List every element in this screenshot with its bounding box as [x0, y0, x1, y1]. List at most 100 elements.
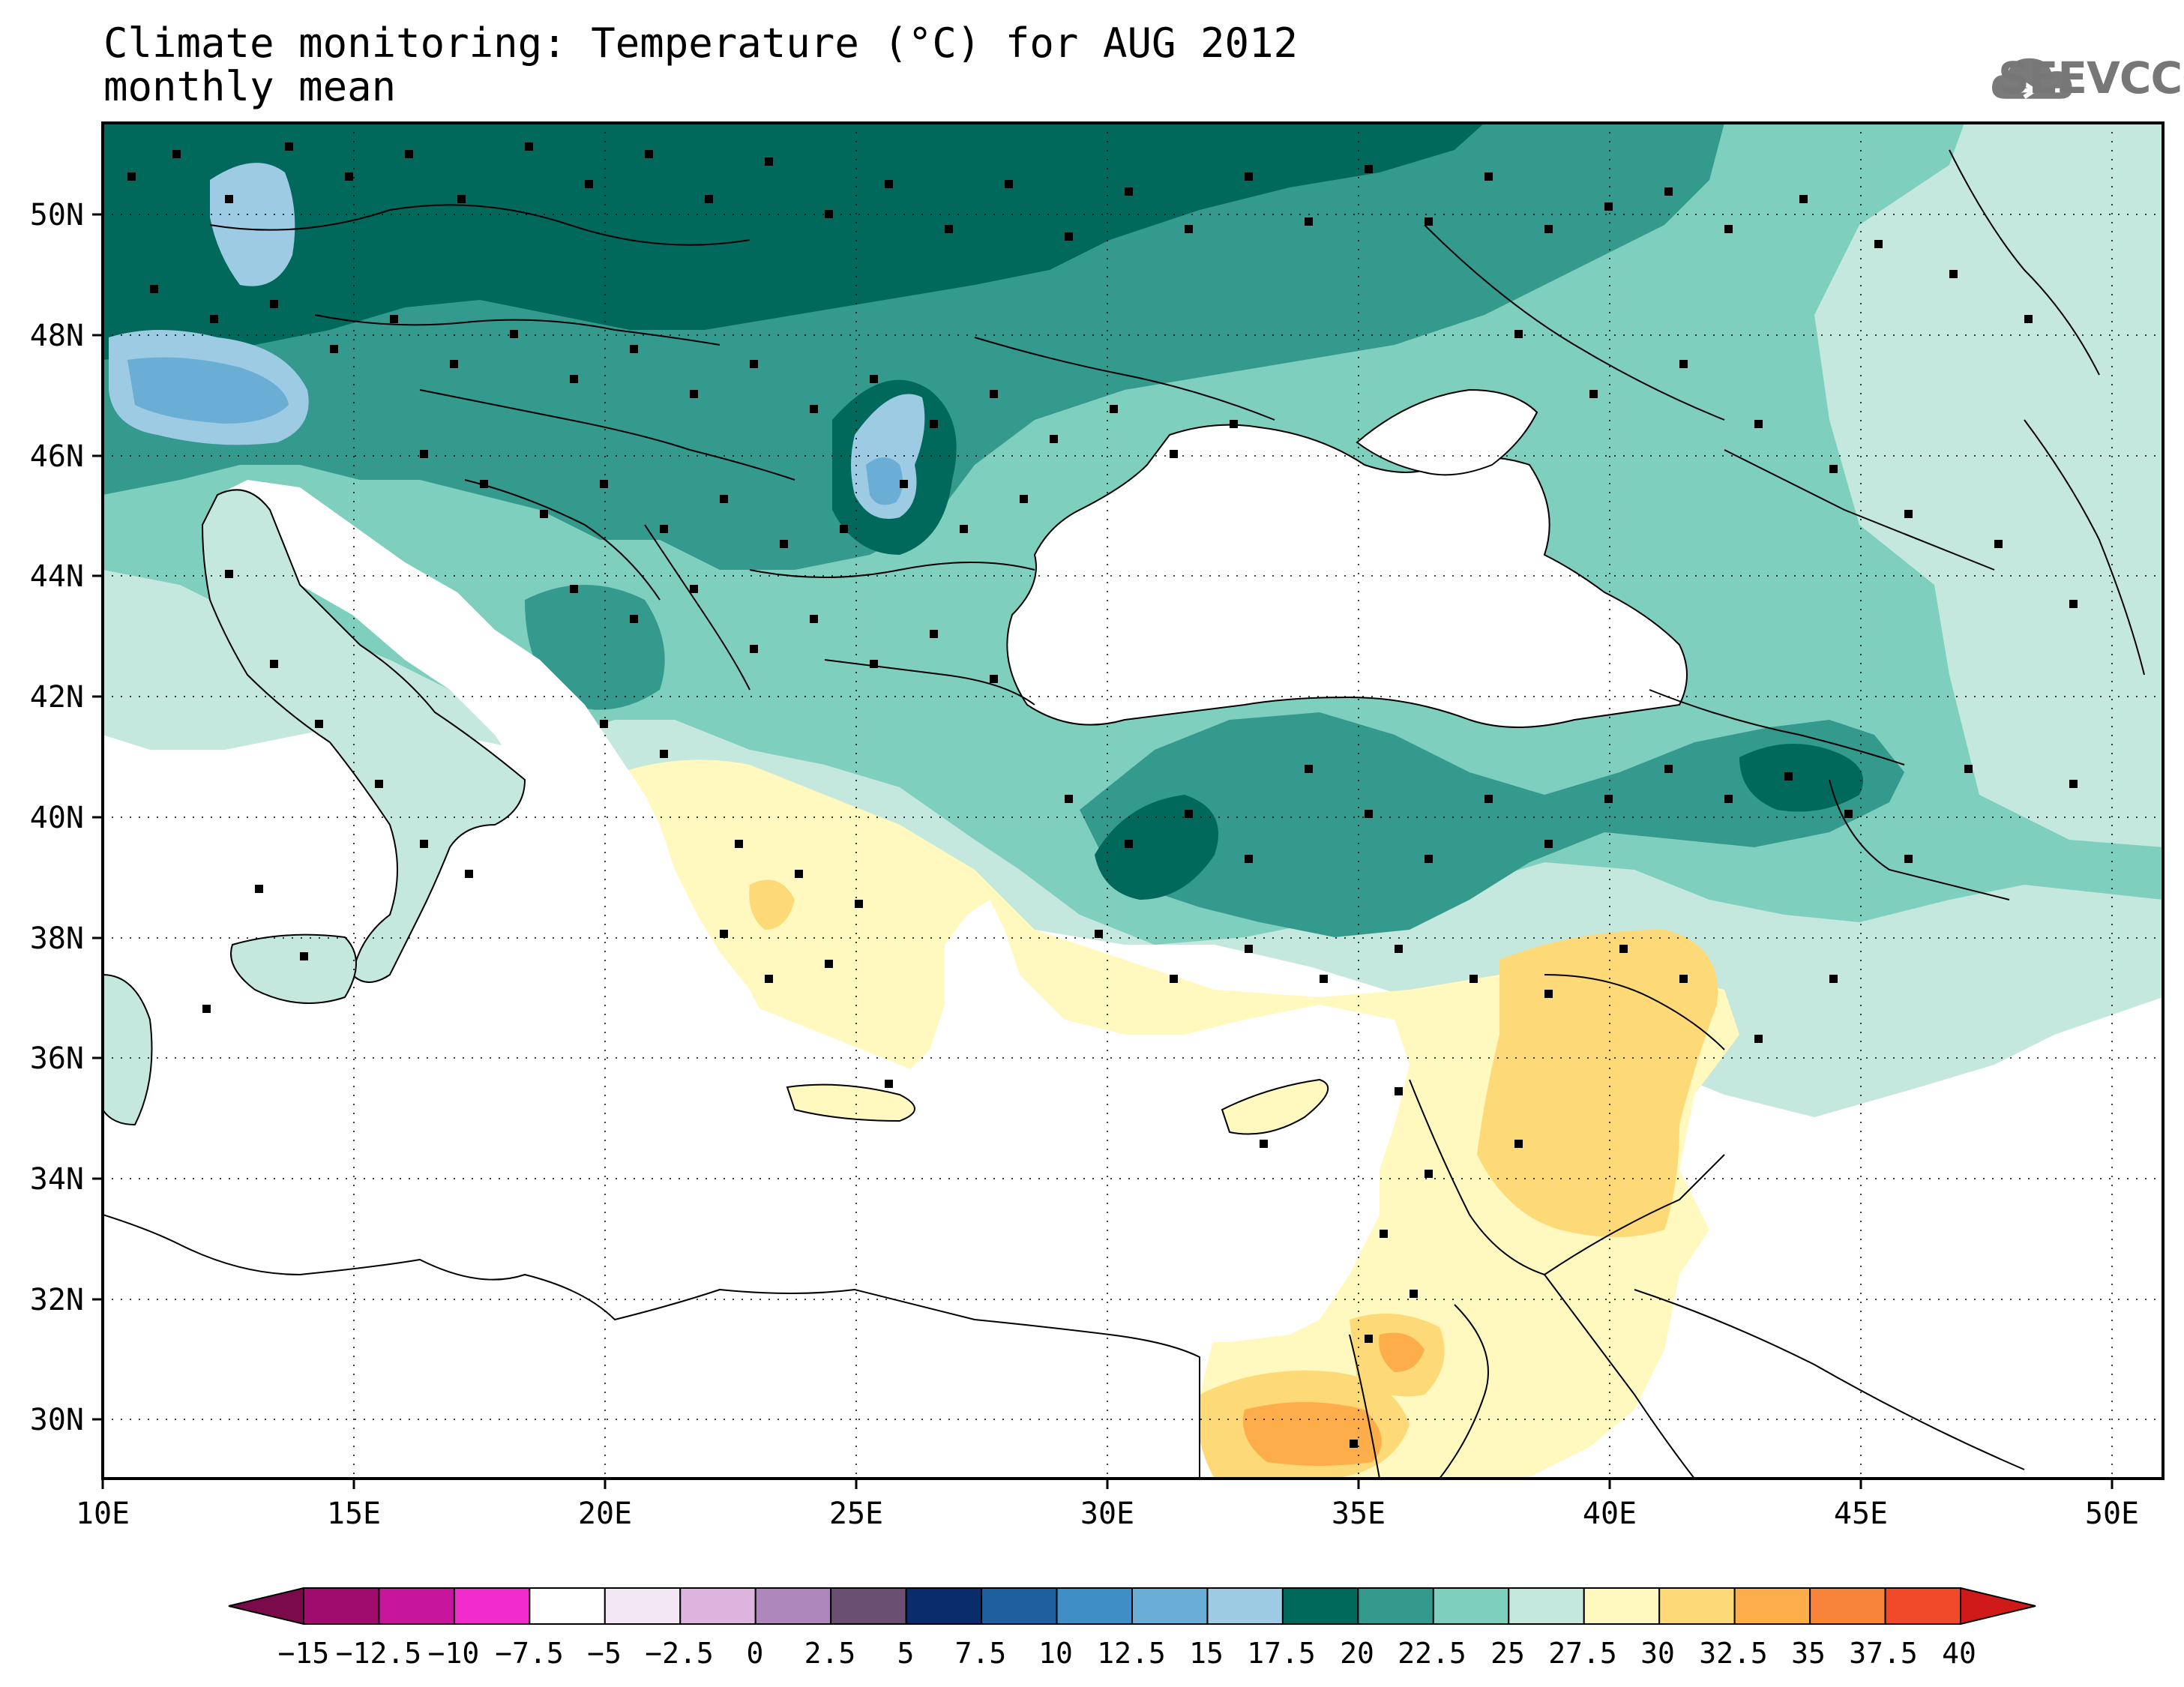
colorbar-swatch [529, 1587, 606, 1625]
y-tick-label: 50N [30, 198, 84, 232]
y-tick-label: 30N [30, 1403, 84, 1437]
contour-15-carpathians [866, 457, 903, 505]
colorbar-label: 35 [1791, 1637, 1826, 1670]
crete-land [786, 1083, 915, 1122]
cloud-icon [1992, 58, 2072, 99]
colorbar-swatch [453, 1587, 531, 1625]
colorbar-swatch [1658, 1587, 1736, 1625]
colorbar-swatch [1357, 1587, 1434, 1625]
colorbar-label: 32.5 [1699, 1637, 1768, 1670]
contour-35-sinai [1243, 1402, 1382, 1466]
colorbar-label: 27.5 [1548, 1637, 1617, 1670]
colorbar-label: 12.5 [1097, 1637, 1166, 1670]
colorbar-label: 25 [1490, 1637, 1525, 1670]
y-tick-label: 48N [30, 319, 84, 353]
x-tick-label: 10E [76, 1497, 130, 1531]
x-tick-label: 35E [1332, 1497, 1386, 1531]
colorbar-swatch [981, 1587, 1058, 1625]
contour-20-caucasus [1739, 744, 1863, 812]
x-tick-label: 25E [829, 1497, 883, 1531]
colorbar-arrow-low [228, 1587, 304, 1626]
colorbar-swatch [1432, 1587, 1510, 1625]
y-tick-label: 42N [30, 680, 84, 715]
colorbar-swatch [1281, 1587, 1359, 1625]
axis-ticks [92, 213, 2114, 1489]
north-africa-land [103, 1213, 1200, 1479]
map-panel [103, 123, 2163, 1479]
contour-32-5-greece [749, 879, 795, 930]
colorbar-swatches [228, 1587, 2036, 1626]
x-tick-label: 30E [1080, 1497, 1134, 1531]
colorbar-label: −15 [278, 1637, 330, 1670]
cyprus-land [1221, 1078, 1329, 1135]
colorbar-label: −12.5 [336, 1637, 421, 1670]
colorbar-arrow-high [1960, 1587, 2036, 1626]
colorbar-label: −2.5 [645, 1637, 714, 1670]
colorbar-label: 40 [1942, 1637, 1976, 1670]
colorbar-label: 30 [1640, 1637, 1675, 1670]
colorbar-label: 10 [1038, 1637, 1073, 1670]
colorbar-label: 7.5 [955, 1637, 1007, 1670]
y-axis-labels: 30N 32N 34N 36N 38N 40N 42N 44N 46N 48N … [30, 198, 84, 1437]
y-tick-label: 32N [30, 1283, 84, 1317]
contour-15-alps [127, 357, 289, 424]
mediterranean-sea [103, 480, 1410, 1342]
map-title: Climate monitoring: Temperature (°C) for… [103, 19, 1299, 67]
sardinia-land [103, 973, 153, 1126]
italy-land [201, 489, 526, 983]
graticule [103, 123, 2163, 1479]
sicily-land [230, 933, 357, 1004]
y-tick-label: 44N [30, 559, 84, 594]
contour-35-jordan [1379, 1332, 1425, 1372]
colorbar-label: 2.5 [804, 1637, 856, 1670]
colorbar-label: 37.5 [1849, 1637, 1918, 1670]
colorbar-swatch [830, 1587, 907, 1625]
y-tick-label: 46N [30, 439, 84, 474]
colorbar-labels: −15 −12.5 −10 −7.5 −5 −2.5 0 2.5 5 7.5 1… [278, 1637, 1976, 1670]
station-markers [127, 142, 2078, 1448]
colorbar-swatch [1508, 1587, 1585, 1625]
colorbar-swatch [604, 1587, 682, 1625]
colorbar-swatch [754, 1587, 832, 1625]
map-subtitle: monthly mean [103, 63, 397, 110]
colorbar-label: −5 [587, 1637, 622, 1670]
contour-32-5-syria [1477, 930, 1718, 1237]
contour-17-5-czech [210, 163, 295, 286]
colorbar-label: 17.5 [1247, 1637, 1316, 1670]
contour-20-anatolia [1095, 795, 1218, 900]
colorbar-swatch [1884, 1587, 1961, 1625]
colorbar-swatch [1583, 1587, 1661, 1625]
y-tick-label: 34N [30, 1162, 84, 1197]
colorbar-label: −7.5 [495, 1637, 564, 1670]
x-tick-label: 15E [327, 1497, 381, 1531]
y-tick-label: 40N [30, 801, 84, 835]
colorbar-label: 5 [897, 1637, 915, 1670]
colorbar-label: 20 [1340, 1637, 1374, 1670]
contour-20 [103, 123, 1484, 360]
colorbar-swatch [1131, 1587, 1209, 1625]
logo-text: SEEVCCC [1998, 52, 2184, 103]
y-tick-label: 38N [30, 921, 84, 956]
colorbar-label: −10 [428, 1637, 480, 1670]
x-tick-label: 40E [1583, 1497, 1637, 1531]
map-frame [101, 121, 2165, 1480]
colorbar-label: 0 [747, 1637, 764, 1670]
sea-of-azov [1356, 388, 1538, 476]
colorbar-label: 22.5 [1398, 1637, 1466, 1670]
colorbar-swatch [1809, 1587, 1886, 1625]
x-tick-label: 50E [2085, 1497, 2139, 1531]
contour-22-5-anatolia [1080, 712, 1904, 937]
colorbar: −15 −12.5 −10 −7.5 −5 −2.5 0 2.5 5 7.5 1… [228, 1587, 2036, 1670]
y-tick-label: 36N [30, 1041, 84, 1076]
colorbar-swatch [1206, 1587, 1284, 1625]
x-tick-label: 20E [578, 1497, 632, 1531]
colorbar-label: 15 [1189, 1637, 1224, 1670]
x-axis-labels: 10E 15E 20E 25E 30E 35E 40E 45E 50E [76, 1497, 2139, 1531]
country-borders [209, 149, 2145, 1479]
x-tick-label: 45E [1834, 1497, 1888, 1531]
colorbar-swatch [905, 1587, 983, 1625]
colorbar-swatch [378, 1587, 455, 1625]
colorbar-swatch [679, 1587, 756, 1625]
colorbar-swatch [1733, 1587, 1811, 1625]
